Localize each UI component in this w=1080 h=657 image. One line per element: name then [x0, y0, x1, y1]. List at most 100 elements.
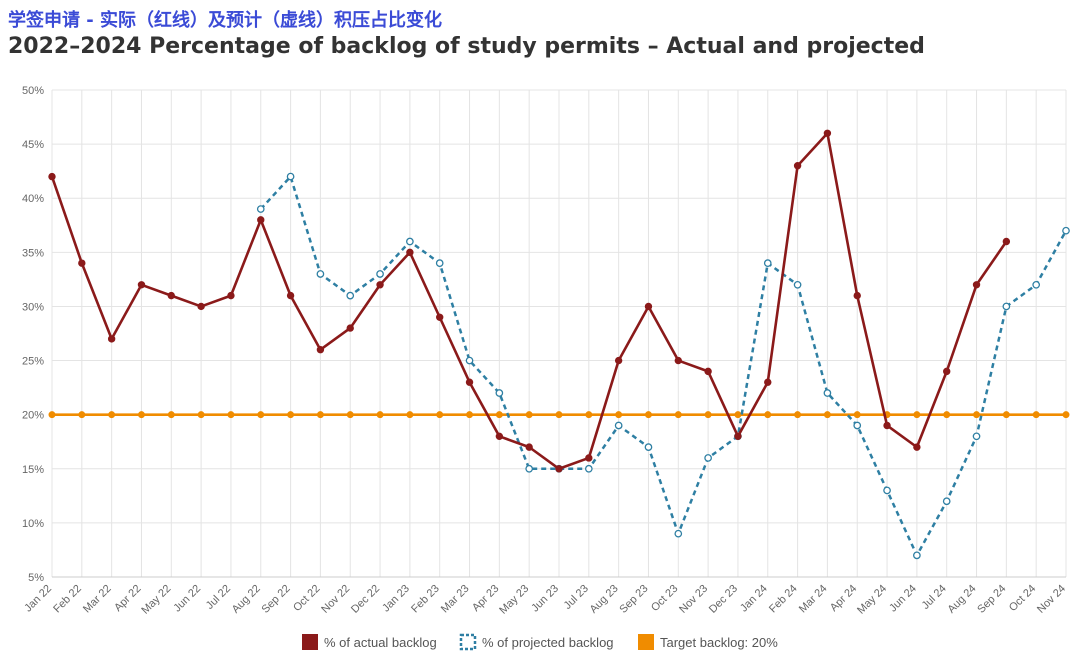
data-point: [794, 411, 802, 419]
data-point: [406, 237, 414, 246]
y-tick-label: 50%: [22, 85, 44, 97]
y-tick-label: 25%: [22, 356, 44, 368]
data-point: [436, 411, 444, 419]
data-point: [346, 411, 354, 419]
data-point: [972, 432, 981, 441]
x-tick-label: Apr 24: [828, 583, 859, 614]
data-point: [376, 281, 384, 289]
x-tick-label: Aug 24: [946, 583, 979, 616]
data-point: [436, 313, 444, 321]
x-tick-label: Feb 22: [51, 583, 84, 616]
data-point: [615, 411, 623, 419]
x-tick-label: Aug 22: [230, 583, 263, 616]
y-tick-label: 15%: [22, 464, 44, 476]
data-point: [1032, 411, 1040, 419]
data-point: [853, 291, 861, 300]
x-tick-label: Feb 24: [767, 583, 800, 616]
y-tick-label: 5%: [28, 572, 44, 584]
data-point: [614, 421, 623, 430]
data-point: [466, 411, 474, 419]
legend: % of actual backlog % of projected backlo…: [302, 633, 778, 651]
data-point: [913, 411, 921, 419]
series-group: [48, 129, 1070, 560]
data-point: [256, 205, 265, 213]
data-point: [137, 411, 145, 419]
legend-swatch: [459, 633, 477, 651]
data-point: [555, 411, 563, 419]
data-point: [465, 378, 474, 386]
data-point: [853, 411, 861, 419]
data-point: [137, 281, 146, 289]
data-point: [913, 443, 921, 451]
x-tick-label: Jun 22: [171, 583, 203, 615]
data-point: [1002, 411, 1010, 419]
data-point: [1062, 226, 1070, 235]
data-point: [167, 291, 175, 300]
data-point: [943, 367, 951, 376]
x-tick-label: Dec 22: [349, 583, 382, 616]
grid: [51, 89, 1067, 578]
data-point: [1062, 411, 1070, 419]
data-point: [48, 411, 56, 419]
legend-label: Target backlog: 20%: [660, 635, 778, 650]
data-point: [376, 270, 384, 278]
chart-title: 2022–2024 Percentage of backlog of study…: [8, 34, 925, 59]
data-point: [107, 335, 116, 343]
x-tick-label: Jun 24: [887, 583, 919, 615]
data-point: [584, 464, 593, 473]
data-point: [585, 454, 593, 462]
data-point: [286, 291, 295, 300]
x-tick-label: Mar 23: [439, 583, 472, 616]
data-point: [644, 411, 652, 419]
data-point: [227, 411, 235, 419]
x-tick-label: Mar 22: [81, 583, 114, 616]
data-point: [406, 248, 414, 257]
data-point: [734, 411, 742, 419]
x-tick-label: Oct 24: [1007, 583, 1038, 614]
data-point: [435, 259, 444, 268]
data-point: [1002, 302, 1011, 311]
series-line: [259, 175, 1068, 557]
data-point: [316, 411, 324, 419]
data-point: [764, 378, 772, 386]
data-point: [674, 529, 683, 538]
x-tick-label: Nov 23: [677, 583, 710, 616]
data-point: [704, 454, 712, 462]
legend-swatch: [638, 634, 654, 650]
data-point: [495, 411, 503, 419]
y-tick-label: 40%: [22, 193, 44, 205]
x-tick-label: Aug 23: [588, 583, 621, 616]
data-point: [316, 270, 325, 278]
data-point: [943, 411, 951, 419]
y-tick-label: 20%: [22, 410, 44, 422]
y-tick-label: 10%: [22, 518, 44, 530]
data-point: [614, 356, 623, 365]
series-0: [48, 129, 1011, 473]
data-point: [972, 281, 981, 289]
legend-label: % of projected backlog: [482, 635, 614, 650]
data-point: [227, 291, 235, 300]
y-tick-label: 45%: [22, 139, 44, 151]
data-point: [913, 551, 921, 560]
data-point: [823, 129, 832, 137]
data-point: [793, 280, 802, 289]
data-point: [793, 162, 802, 170]
x-tick-label: Oct 22: [291, 583, 322, 614]
data-point: [704, 411, 712, 419]
chart-subtitle-cn: 学签申请 - 实际（红线）及预计（虚线）积压占比变化: [8, 10, 443, 31]
legend-label: % of actual backlog: [324, 635, 437, 650]
x-tick-label: Feb 23: [409, 583, 442, 616]
data-point: [674, 356, 682, 365]
data-point: [942, 497, 951, 506]
legend-swatch: [302, 634, 318, 650]
data-point: [525, 411, 533, 419]
data-point: [585, 411, 593, 419]
data-point: [525, 464, 534, 473]
data-point: [197, 302, 205, 311]
x-tick-label: Mar 24: [797, 583, 830, 616]
data-point: [406, 411, 414, 419]
data-point: [883, 486, 891, 495]
data-point: [287, 411, 295, 419]
